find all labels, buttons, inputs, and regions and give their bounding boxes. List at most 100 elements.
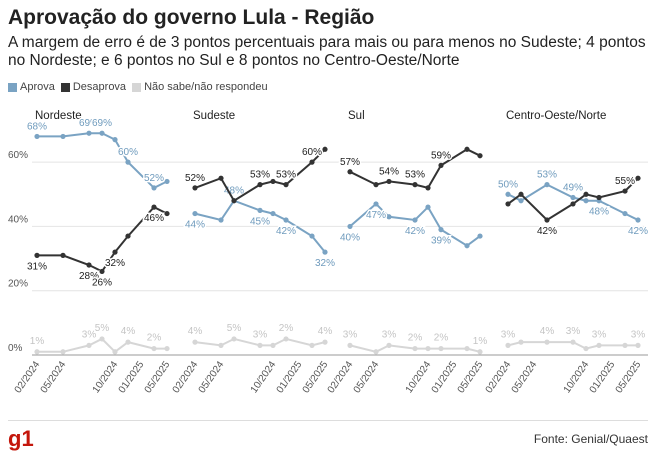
series-line-desaprova xyxy=(507,177,639,222)
data-label: 39% xyxy=(431,236,451,247)
legend-item-nao-sabe: Não sabe/não respondeu xyxy=(132,81,268,93)
data-point xyxy=(464,345,470,352)
data-point xyxy=(347,169,353,175)
data-label: 32% xyxy=(105,258,125,269)
data-point xyxy=(164,178,170,185)
series-line-aprova xyxy=(37,132,168,190)
data-point xyxy=(270,342,276,348)
data-label: 5% xyxy=(227,323,242,334)
data-point xyxy=(218,217,224,223)
y-tick-label: 40% xyxy=(8,214,28,225)
data-label: 4% xyxy=(188,326,203,337)
data-point xyxy=(518,191,524,197)
data-point xyxy=(34,349,40,355)
series-line-desaprova xyxy=(194,148,326,203)
series-line-n-o-sabe-n-o-respondeu xyxy=(37,337,167,354)
data-point xyxy=(635,217,641,223)
x-tick-label: 01/2025 xyxy=(588,359,618,395)
data-point xyxy=(477,349,483,355)
data-label: 3% xyxy=(253,329,268,340)
data-label: 69% xyxy=(92,118,112,129)
data-point xyxy=(425,185,431,191)
data-label: 60% xyxy=(118,147,138,158)
x-tick-label: 02/2024 xyxy=(326,359,356,395)
data-point xyxy=(544,339,550,345)
x-tick-label: 10/2024 xyxy=(562,359,592,395)
x-tick-label: 10/2024 xyxy=(91,359,121,395)
data-point xyxy=(373,201,379,207)
data-point xyxy=(192,185,198,191)
data-point xyxy=(309,233,315,239)
x-tick-label: 02/2024 xyxy=(13,359,43,395)
chart-title: Aprovação do governo Lula - Região xyxy=(8,6,375,29)
y-tick-label: 60% xyxy=(8,150,28,161)
data-label: 3% xyxy=(382,329,397,340)
data-point xyxy=(322,249,328,255)
x-tick-label: 01/2025 xyxy=(275,359,305,395)
data-point xyxy=(518,198,524,204)
data-point xyxy=(99,336,105,342)
data-label: 26% xyxy=(92,277,112,288)
data-label: 68% xyxy=(27,121,47,132)
data-label: 44% xyxy=(185,220,205,231)
data-point xyxy=(60,349,66,355)
data-point xyxy=(596,342,602,348)
series-line-n-o-sabe-n-o-respondeu xyxy=(507,341,638,350)
series-line-aprova xyxy=(349,202,481,247)
data-label: 2% xyxy=(408,333,423,344)
data-label: 2% xyxy=(279,323,294,334)
data-point xyxy=(99,130,105,136)
data-label: 45% xyxy=(250,216,270,227)
data-label: 4% xyxy=(121,326,136,337)
data-point xyxy=(112,349,118,355)
data-point xyxy=(257,207,263,213)
data-point xyxy=(635,342,641,348)
y-tick-label: 20% xyxy=(8,279,28,290)
chart-subtitle: A margem de erro é de 3 pontos percentua… xyxy=(8,34,646,69)
data-label: 2% xyxy=(147,333,162,344)
x-tick-label: 02/2024 xyxy=(171,359,201,395)
data-point xyxy=(60,252,66,258)
data-point xyxy=(164,345,170,352)
data-point xyxy=(386,178,392,185)
data-point xyxy=(583,345,589,352)
data-label: 5% xyxy=(95,323,110,334)
data-label: 53% xyxy=(250,170,270,181)
legend-label-nao-sabe: Não sabe/não respondeu xyxy=(144,81,268,93)
g1-logo: g1 xyxy=(8,426,34,451)
data-point xyxy=(477,153,483,159)
data-point xyxy=(505,191,511,197)
data-label: 31% xyxy=(27,261,47,272)
x-tick-label: 05/2024 xyxy=(197,359,227,395)
y-tick-label: 0% xyxy=(8,343,23,354)
data-point xyxy=(373,349,379,355)
data-point xyxy=(570,339,576,345)
data-label: 52% xyxy=(144,173,164,184)
data-point xyxy=(192,210,198,217)
data-point xyxy=(231,336,237,342)
data-label: 50% xyxy=(498,179,518,190)
data-point xyxy=(60,133,66,140)
data-label: 60% xyxy=(302,147,322,158)
data-label: 49% xyxy=(563,183,583,194)
data-point xyxy=(570,201,576,207)
data-point xyxy=(257,182,263,188)
data-point xyxy=(192,339,198,345)
data-label: 57% xyxy=(340,157,360,168)
panel-title: Centro-Oeste/Norte xyxy=(506,110,606,122)
data-label: 55% xyxy=(615,176,635,187)
data-label: 3% xyxy=(343,329,358,340)
data-point xyxy=(544,217,550,223)
panel-title: Nordeste xyxy=(35,110,82,122)
data-point xyxy=(218,175,224,181)
data-point xyxy=(86,342,92,348)
data-point xyxy=(270,178,276,185)
data-point xyxy=(34,252,40,258)
x-tick-label: 01/2025 xyxy=(117,359,147,395)
data-point xyxy=(125,233,131,239)
x-tick-label: 05/2025 xyxy=(614,359,644,395)
data-point xyxy=(505,201,511,207)
data-point xyxy=(34,133,40,140)
data-label: 48% xyxy=(589,207,609,218)
data-label: 3% xyxy=(631,329,646,340)
